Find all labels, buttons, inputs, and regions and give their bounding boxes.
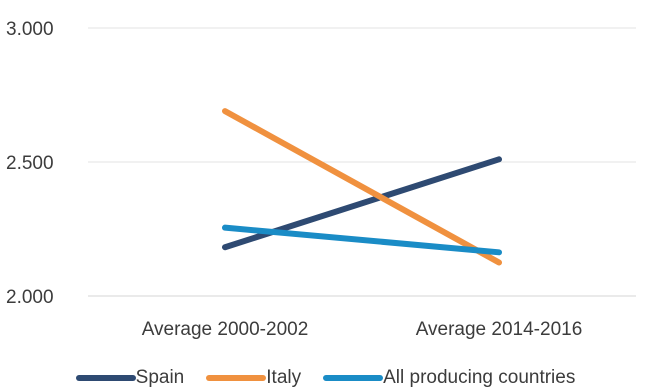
y-axis-ticks: 2.000 2.500 3.000 <box>6 19 54 308</box>
legend-item: Italy <box>206 367 301 389</box>
legend-label: All producing countries <box>383 367 576 388</box>
legend-swatch <box>75 375 136 381</box>
legend-item: All producing countries <box>323 367 575 389</box>
gridlines <box>88 27 636 297</box>
legend: Spain Italy All producing countries <box>0 366 651 390</box>
legend-label: Spain <box>135 367 185 388</box>
legend-swatch <box>323 375 384 381</box>
legend-item: Spain <box>75 367 185 389</box>
x-category-label: Average 2000-2002 <box>142 319 309 340</box>
x-axis-categories: Average 2000-2002 Average 2014-2016 <box>142 319 583 340</box>
y-tick-label: 2.500 <box>6 153 54 174</box>
legend-label: Italy <box>266 367 302 388</box>
series-line-all-producing-countries <box>222 224 502 256</box>
legend-swatch <box>206 375 267 381</box>
series-line-italy <box>222 108 502 266</box>
y-tick-label: 2.000 <box>6 287 54 308</box>
x-category-label: Average 2014-2016 <box>416 319 583 340</box>
series-lines <box>222 108 502 266</box>
y-tick-label: 3.000 <box>6 19 54 40</box>
